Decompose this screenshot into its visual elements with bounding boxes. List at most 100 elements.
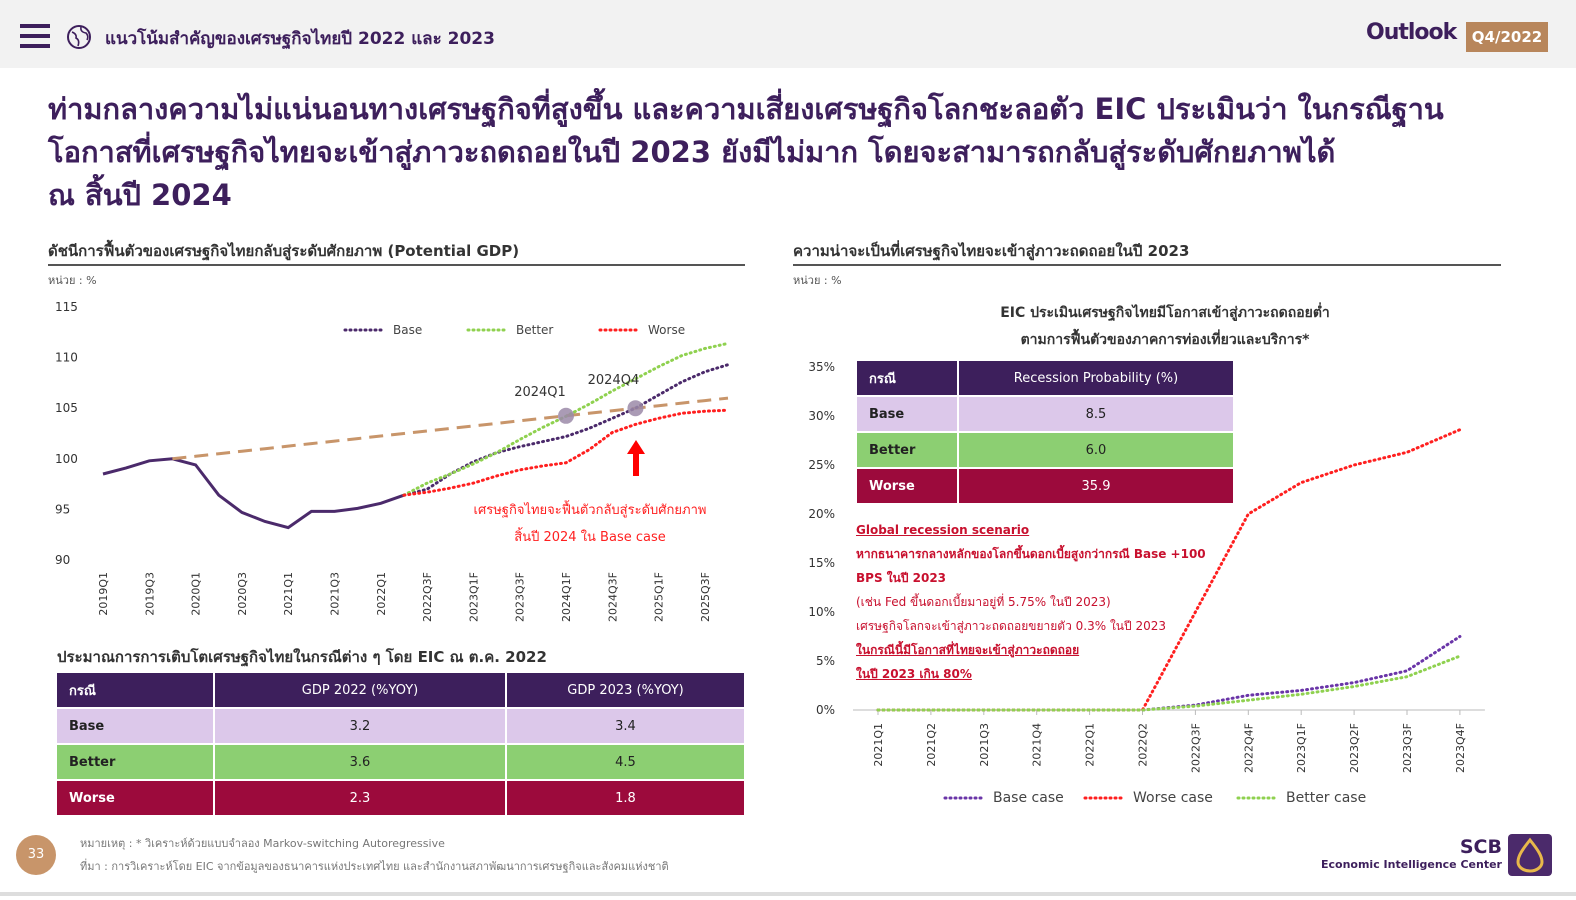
logo-sub: Economic Intelligence Center [1320,858,1502,871]
cell: กรณี [855,359,959,397]
cell: Worse [855,467,959,505]
x-tick-label: 2020Q3 [236,572,249,616]
cell: GDP 2022 (%YOY) [213,671,507,709]
x-tick-label: 2022Q3F [421,572,434,622]
y-tick-label: 115 [55,300,78,314]
series-line [402,408,730,497]
x-tick-label: 2023Q3F [514,572,527,622]
note-line: (เช่น Fed ขึ้นดอกเบี้ยมาอยู่ที่ 5.75% ใน… [856,595,1111,609]
period-badge: Q4/2022 [1466,22,1548,52]
cell: 35.9 [957,467,1235,505]
note-line: ในปี 2023 เกิน 80% [856,667,972,681]
note-line: BPS ในปี 2023 [856,571,947,585]
x-tick-label: 2020Q1 [190,572,203,616]
table-title: ประมาณการการเติบโตเศรษฐกิจไทยในกรณีต่าง … [57,648,547,666]
headline-line: ท่ามกลางความไม่แน่นอนทางเศรษฐกิจที่สูงขึ… [48,92,1444,126]
headline-line: ณ สิ้นปี 2024 [48,178,232,212]
y-tick-label: 25% [808,458,835,472]
y-tick-label: 35% [808,360,835,374]
section-title: ความน่าจะเป็นที่เศรษฐกิจไทยจะเข้าสู่ภาวะ… [793,242,1190,260]
cell: กรณี [55,671,215,709]
x-tick-label: 2025Q1F [653,572,666,622]
x-tick-label: 2022Q3F [1189,723,1202,773]
y-tick-label: 95 [55,502,70,516]
subtitle-line: EIC ประเมินเศรษฐกิจไทยมีโอกาสเข้าสู่ภาวะ… [1000,305,1330,321]
x-tick-label: 2021Q1 [282,572,295,616]
x-tick-label: 2023Q4F [1454,723,1467,773]
series-line [102,457,405,530]
arrow [627,440,645,476]
rule [793,264,1501,266]
headline-line: โอกาสที่เศรษฐกิจไทยจะเข้าสู่ภาวะถดถอยในป… [48,135,1336,169]
chart: 90 95 100 105 110 115 2019Q1 2019Q3 2020Q1 2020Q3… [55,300,730,622]
x-tick-label: 2021Q3 [978,723,991,767]
x-tick-label: 2022Q1 [1084,723,1097,767]
y-tick-label: 100 [55,452,78,466]
cell: 6.0 [957,431,1235,469]
annotation-dot [558,407,574,424]
y-tick-label: 0% [816,703,835,717]
subtitle-line: ตามการฟื้นตัวของภาคการท่องเที่ยวและบริกา… [1020,332,1310,348]
y-tick-label: 30% [808,409,835,423]
x-tick-label: 2022Q1 [375,572,388,616]
rule [48,264,745,266]
cell: Worse [55,779,215,817]
y-tick-label: 10% [808,605,835,619]
page-number: 33 [16,835,56,875]
x-tick-label: 2019Q3 [143,572,156,616]
x-tick-label: 2021Q3 [329,572,342,616]
cell: 3.2 [213,707,507,745]
cell: 1.8 [505,779,746,817]
x-tick-label: 2023Q2F [1348,723,1361,773]
series-line [876,654,1462,712]
cell: GDP 2023 (%YOY) [505,671,746,709]
x-tick-label: 2019Q1 [97,572,110,616]
x-tick-label: 2023Q1F [1295,723,1308,773]
note-line: หากธนาคารกลางหลักของโลกขึ้นดอกเบี้ยสูงกว… [856,547,1206,561]
y-tick-label: 20% [808,507,835,521]
x-tick-label: 2021Q2 [925,723,938,767]
legend-label: Worse case [1133,790,1213,806]
annotation: เศรษฐกิจไทยจะฟื้นตัวกลับสู่ระดับศักยภาพ [474,500,707,518]
annotation: สิ้นปี 2024 ใน Base case [514,527,666,545]
unit: หน่วย : % [793,274,842,287]
chart: 0% 5% 10% 15% 20% 25% 30% 35% 2021Q1 2021Q2 2021Q3… [808,360,1485,806]
x-tick-label: 2025Q3F [699,572,712,622]
series-line [172,396,729,461]
cell: 3.4 [505,707,746,745]
y-tick-label: 105 [55,401,78,415]
legend-label: Better case [1286,790,1366,806]
x-tick-label: 2022Q2 [1137,723,1150,767]
note-line: ในกรณีนี้มีโอกาสที่ไทยจะเข้าสู่ภาวะถดถอย [856,643,1080,657]
bottom-rule [0,892,1576,896]
cell: 2.3 [213,779,507,817]
x-tick-label: 2023Q1F [467,572,480,622]
section-title: ดัชนีการฟื้นตัวของเศรษฐกิจไทยกลับสู่ระดั… [48,242,520,260]
cell: Better [855,431,959,469]
chart-subtitle: EIC ประเมินเศรษฐกิจไทยมีโอกาสเข้าสู่ภาวะ… [880,300,1450,354]
x-tick-label: 2022Q4F [1242,723,1255,773]
annotation: 2024Q1 [514,385,566,400]
note-line: เศรษฐกิจโลกจะเข้าสู่ภาวะถดถอยขยายตัว 0.3… [856,619,1166,633]
annotation: 2024Q4 [588,373,640,388]
top-bar [0,0,1576,68]
cell: 3.6 [213,743,507,781]
cell: Recession Probability (%) [957,359,1235,397]
cell: Better [55,743,215,781]
cell: 8.5 [957,395,1235,433]
logo-text: SCB [1459,836,1502,858]
y-tick-label: 15% [808,556,835,570]
globe-icon [67,25,91,49]
cell: Base [55,707,215,745]
scenario-note: Global recession scenario หากธนาคารกลางห… [856,518,1206,686]
gdp-table: กรณี GDP 2022 (%YOY) GDP 2023 (%YOY) Base 3… [55,671,746,817]
x-tick-label: 2023Q3F [1401,723,1414,773]
legend-label: Worse [648,323,685,337]
unit: หน่วย : % [48,274,97,287]
recession-table: กรณี Recession Probability (%) Base 8.5 Be… [855,359,1235,505]
legend-label: Better [516,323,553,337]
header-title: แนวโน้มสำคัญของเศรษฐกิจไทยปี 2022 และ 20… [105,29,495,49]
menu-icon[interactable] [20,22,52,50]
cell: 4.5 [505,743,746,781]
annotation-dot [627,400,644,417]
